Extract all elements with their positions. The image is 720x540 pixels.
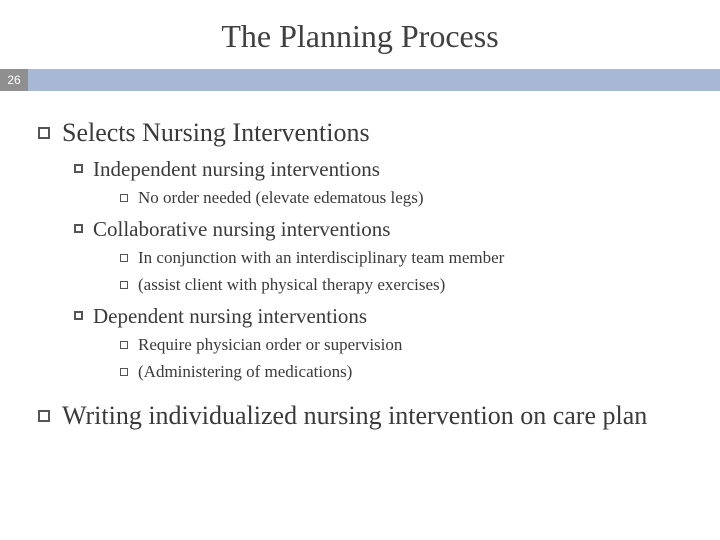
square-bullet-icon [74, 224, 83, 233]
group-independent: Independent nursing interventions No ord… [38, 156, 682, 210]
slide: The Planning Process 26 Selects Nursing … [0, 0, 720, 540]
square-bullet-icon [120, 281, 128, 289]
slide-title: The Planning Process [0, 0, 720, 69]
bullet-lvl3: No order needed (elevate edematous legs) [120, 187, 682, 210]
lvl2-text: Dependent nursing interventions [93, 303, 367, 330]
bullet-lvl2: Dependent nursing interventions [74, 303, 682, 330]
accent-bar: 26 [0, 69, 720, 91]
square-bullet-icon [120, 368, 128, 376]
lvl2-text: Independent nursing interventions [93, 156, 380, 183]
lvl2-text: Collaborative nursing interventions [93, 216, 390, 243]
square-bullet-icon [38, 127, 50, 139]
square-bullet-icon [38, 410, 50, 422]
square-bullet-icon [120, 254, 128, 262]
bullet-lvl1: Selects Nursing Interventions [38, 117, 682, 150]
page-number: 26 [0, 69, 28, 91]
lvl3-text: No order needed (elevate edematous legs) [138, 187, 424, 210]
square-bullet-icon [120, 194, 128, 202]
accent-bar-fill [28, 69, 720, 91]
bullet-lvl1: Writing individualized nursing intervent… [38, 400, 682, 433]
lvl3-text: In conjunction with an interdisciplinary… [138, 247, 504, 270]
lvl3-text: (Administering of medications) [138, 361, 352, 384]
bullet-lvl3: In conjunction with an interdisciplinary… [120, 247, 682, 270]
group-dependent: Dependent nursing interventions Require … [38, 303, 682, 384]
lvl1-text: Writing individualized nursing intervent… [62, 400, 647, 433]
lvl3-text: Require physician order or supervision [138, 334, 402, 357]
lvl3-text: (assist client with physical therapy exe… [138, 274, 445, 297]
group-collaborative: Collaborative nursing interventions In c… [38, 216, 682, 297]
square-bullet-icon [74, 311, 83, 320]
bullet-lvl2: Independent nursing interventions [74, 156, 682, 183]
content-area: Selects Nursing Interventions Independen… [0, 91, 720, 433]
bullet-lvl3: (Administering of medications) [120, 361, 682, 384]
bullet-lvl3: Require physician order or supervision [120, 334, 682, 357]
bullet-lvl3: (assist client with physical therapy exe… [120, 274, 682, 297]
bullet-lvl2: Collaborative nursing interventions [74, 216, 682, 243]
square-bullet-icon [74, 164, 83, 173]
square-bullet-icon [120, 341, 128, 349]
lvl1-text: Selects Nursing Interventions [62, 117, 370, 150]
